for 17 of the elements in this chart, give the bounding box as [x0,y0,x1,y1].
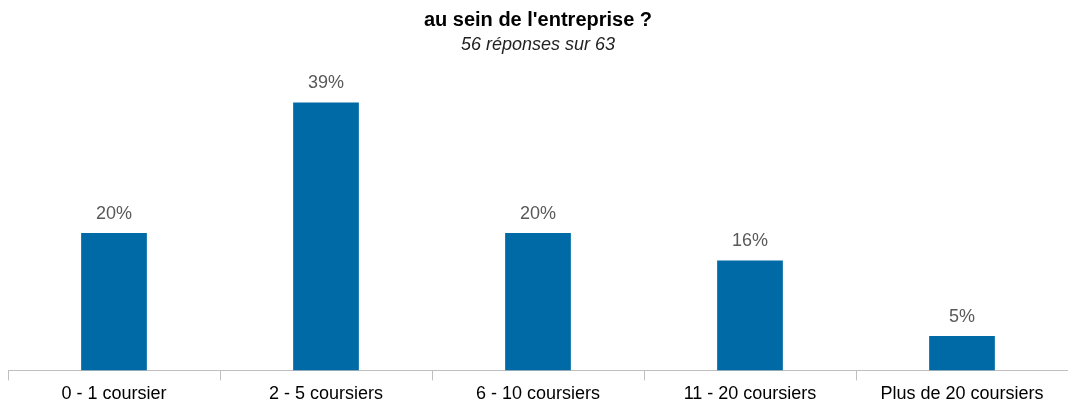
data-label: 39% [307,72,345,93]
x-tick-label: 0 - 1 coursier [61,383,167,404]
data-label: 5% [948,306,976,327]
data-label: 20% [519,202,557,223]
bar [293,102,359,371]
x-tick-label: 6 - 10 coursiers [475,383,601,404]
bar [717,260,783,371]
chart-subtitle: 56 réponses sur 63 [460,33,616,54]
data-label: 20% [95,202,133,223]
bar [929,336,995,371]
bar [81,233,147,371]
x-tick-label: Plus de 20 coursiers [880,383,1044,404]
data-label: 16% [731,230,769,251]
bar [505,233,571,371]
x-tick-label: 11 - 20 coursiers [683,383,817,404]
x-tick-label: 2 - 5 coursiers [268,383,384,404]
chart-title: au sein de l'entreprise ? [423,7,653,30]
